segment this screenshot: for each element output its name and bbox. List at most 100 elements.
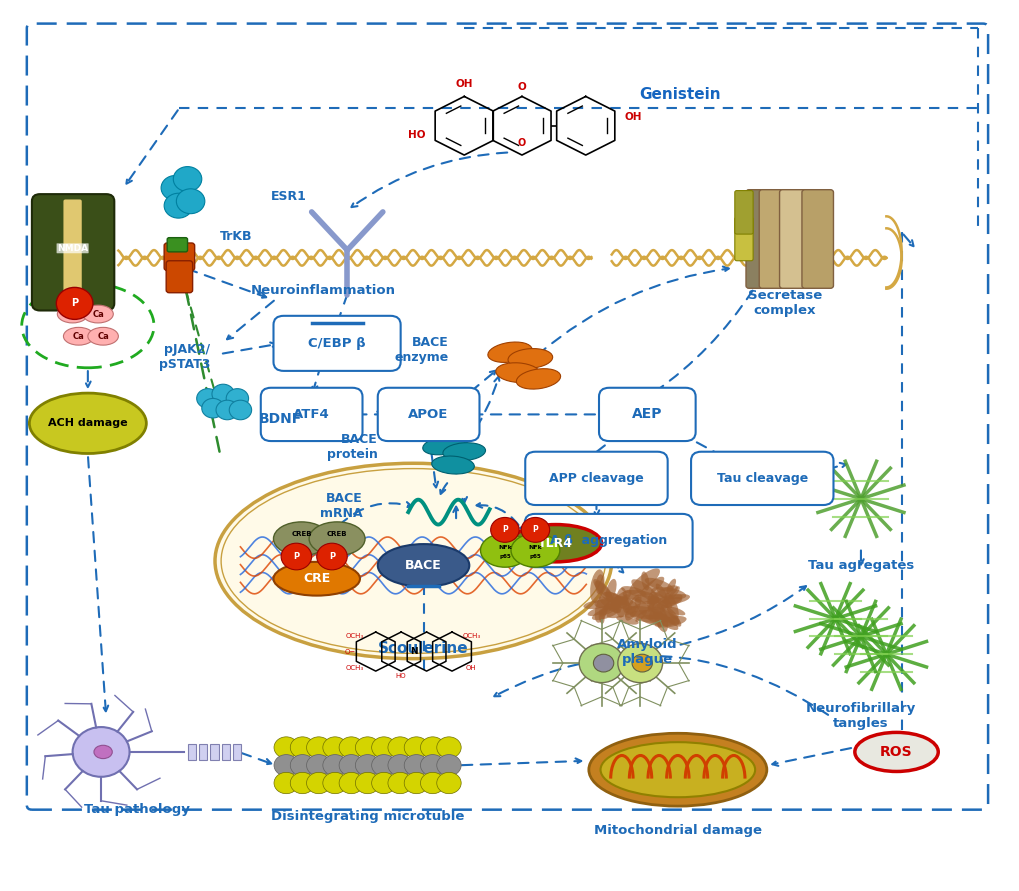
Text: p65: p65	[529, 554, 541, 559]
Circle shape	[323, 737, 346, 758]
Text: NMDA: NMDA	[57, 244, 88, 253]
Text: P: P	[71, 298, 78, 308]
Ellipse shape	[273, 522, 329, 556]
Text: ROS: ROS	[879, 745, 912, 759]
Circle shape	[420, 755, 444, 776]
Ellipse shape	[63, 327, 94, 345]
Ellipse shape	[622, 590, 658, 602]
Ellipse shape	[480, 534, 529, 568]
Text: OH: OH	[466, 665, 476, 671]
Ellipse shape	[631, 579, 658, 602]
Circle shape	[56, 288, 93, 319]
Ellipse shape	[591, 606, 622, 620]
Circle shape	[436, 755, 461, 776]
Ellipse shape	[644, 577, 674, 592]
FancyBboxPatch shape	[779, 190, 815, 289]
Circle shape	[323, 772, 346, 794]
Text: Disintegrating microtuble: Disintegrating microtuble	[271, 810, 464, 823]
Ellipse shape	[606, 606, 636, 618]
Ellipse shape	[590, 569, 604, 603]
Text: Amyloid
plague: Amyloid plague	[616, 639, 677, 666]
Ellipse shape	[30, 393, 146, 454]
Ellipse shape	[587, 606, 608, 616]
Circle shape	[290, 772, 315, 794]
Ellipse shape	[309, 522, 365, 556]
Text: O−: O−	[344, 649, 356, 655]
Circle shape	[161, 176, 190, 200]
Circle shape	[226, 388, 249, 408]
Ellipse shape	[273, 562, 360, 595]
Circle shape	[404, 772, 428, 794]
Text: O: O	[517, 82, 526, 92]
Circle shape	[420, 772, 444, 794]
Ellipse shape	[614, 595, 637, 609]
Ellipse shape	[624, 601, 654, 617]
FancyBboxPatch shape	[167, 238, 187, 252]
Bar	[210, 744, 218, 760]
Ellipse shape	[57, 305, 88, 323]
Circle shape	[490, 518, 519, 543]
Ellipse shape	[614, 587, 627, 617]
FancyBboxPatch shape	[377, 388, 479, 441]
Ellipse shape	[646, 593, 654, 611]
Ellipse shape	[606, 592, 623, 604]
Ellipse shape	[442, 443, 485, 461]
Ellipse shape	[487, 342, 532, 363]
Circle shape	[355, 772, 379, 794]
Ellipse shape	[595, 574, 603, 594]
Ellipse shape	[610, 593, 619, 613]
Ellipse shape	[593, 579, 611, 598]
Circle shape	[176, 189, 205, 214]
Circle shape	[290, 755, 315, 776]
Ellipse shape	[661, 594, 689, 604]
Ellipse shape	[641, 571, 649, 591]
Ellipse shape	[634, 596, 660, 604]
Ellipse shape	[653, 613, 678, 630]
Ellipse shape	[594, 592, 609, 623]
Ellipse shape	[668, 586, 679, 600]
Circle shape	[307, 755, 330, 776]
Text: O: O	[518, 138, 526, 148]
Text: OH: OH	[624, 112, 641, 122]
Text: ATF4: ATF4	[293, 408, 330, 421]
Circle shape	[387, 755, 412, 776]
Ellipse shape	[615, 616, 638, 625]
Circle shape	[173, 167, 202, 192]
Circle shape	[72, 727, 129, 777]
Ellipse shape	[648, 585, 678, 604]
FancyBboxPatch shape	[525, 452, 667, 505]
Text: OCH₃: OCH₃	[345, 665, 363, 671]
Text: Genistein: Genistein	[639, 87, 720, 102]
Text: APP cleavage: APP cleavage	[548, 472, 643, 485]
Text: Ca: Ca	[92, 309, 104, 319]
FancyBboxPatch shape	[734, 217, 752, 261]
Circle shape	[618, 643, 662, 683]
Ellipse shape	[640, 615, 674, 626]
Circle shape	[355, 737, 379, 758]
Ellipse shape	[516, 369, 560, 389]
Text: TrKB: TrKB	[220, 230, 253, 243]
Text: OH: OH	[455, 79, 473, 89]
Circle shape	[436, 737, 461, 758]
Text: Neurofibrillary
tangles: Neurofibrillary tangles	[805, 702, 915, 731]
Circle shape	[371, 772, 395, 794]
FancyBboxPatch shape	[164, 243, 195, 271]
Text: BACE: BACE	[405, 559, 441, 572]
Ellipse shape	[507, 348, 552, 368]
Ellipse shape	[630, 610, 669, 623]
Ellipse shape	[665, 607, 685, 616]
Circle shape	[387, 772, 412, 794]
Ellipse shape	[655, 584, 666, 599]
Text: P: P	[328, 552, 334, 561]
Circle shape	[202, 398, 224, 418]
Text: HO: HO	[408, 129, 425, 140]
Ellipse shape	[622, 594, 639, 600]
Text: p65: p65	[498, 554, 511, 559]
Text: Scoulerine: Scoulerine	[378, 641, 469, 656]
Text: Ca: Ca	[66, 309, 78, 319]
Ellipse shape	[648, 594, 682, 610]
Text: CRE: CRE	[303, 572, 330, 585]
Ellipse shape	[647, 597, 658, 612]
Circle shape	[371, 755, 395, 776]
Circle shape	[593, 654, 613, 672]
